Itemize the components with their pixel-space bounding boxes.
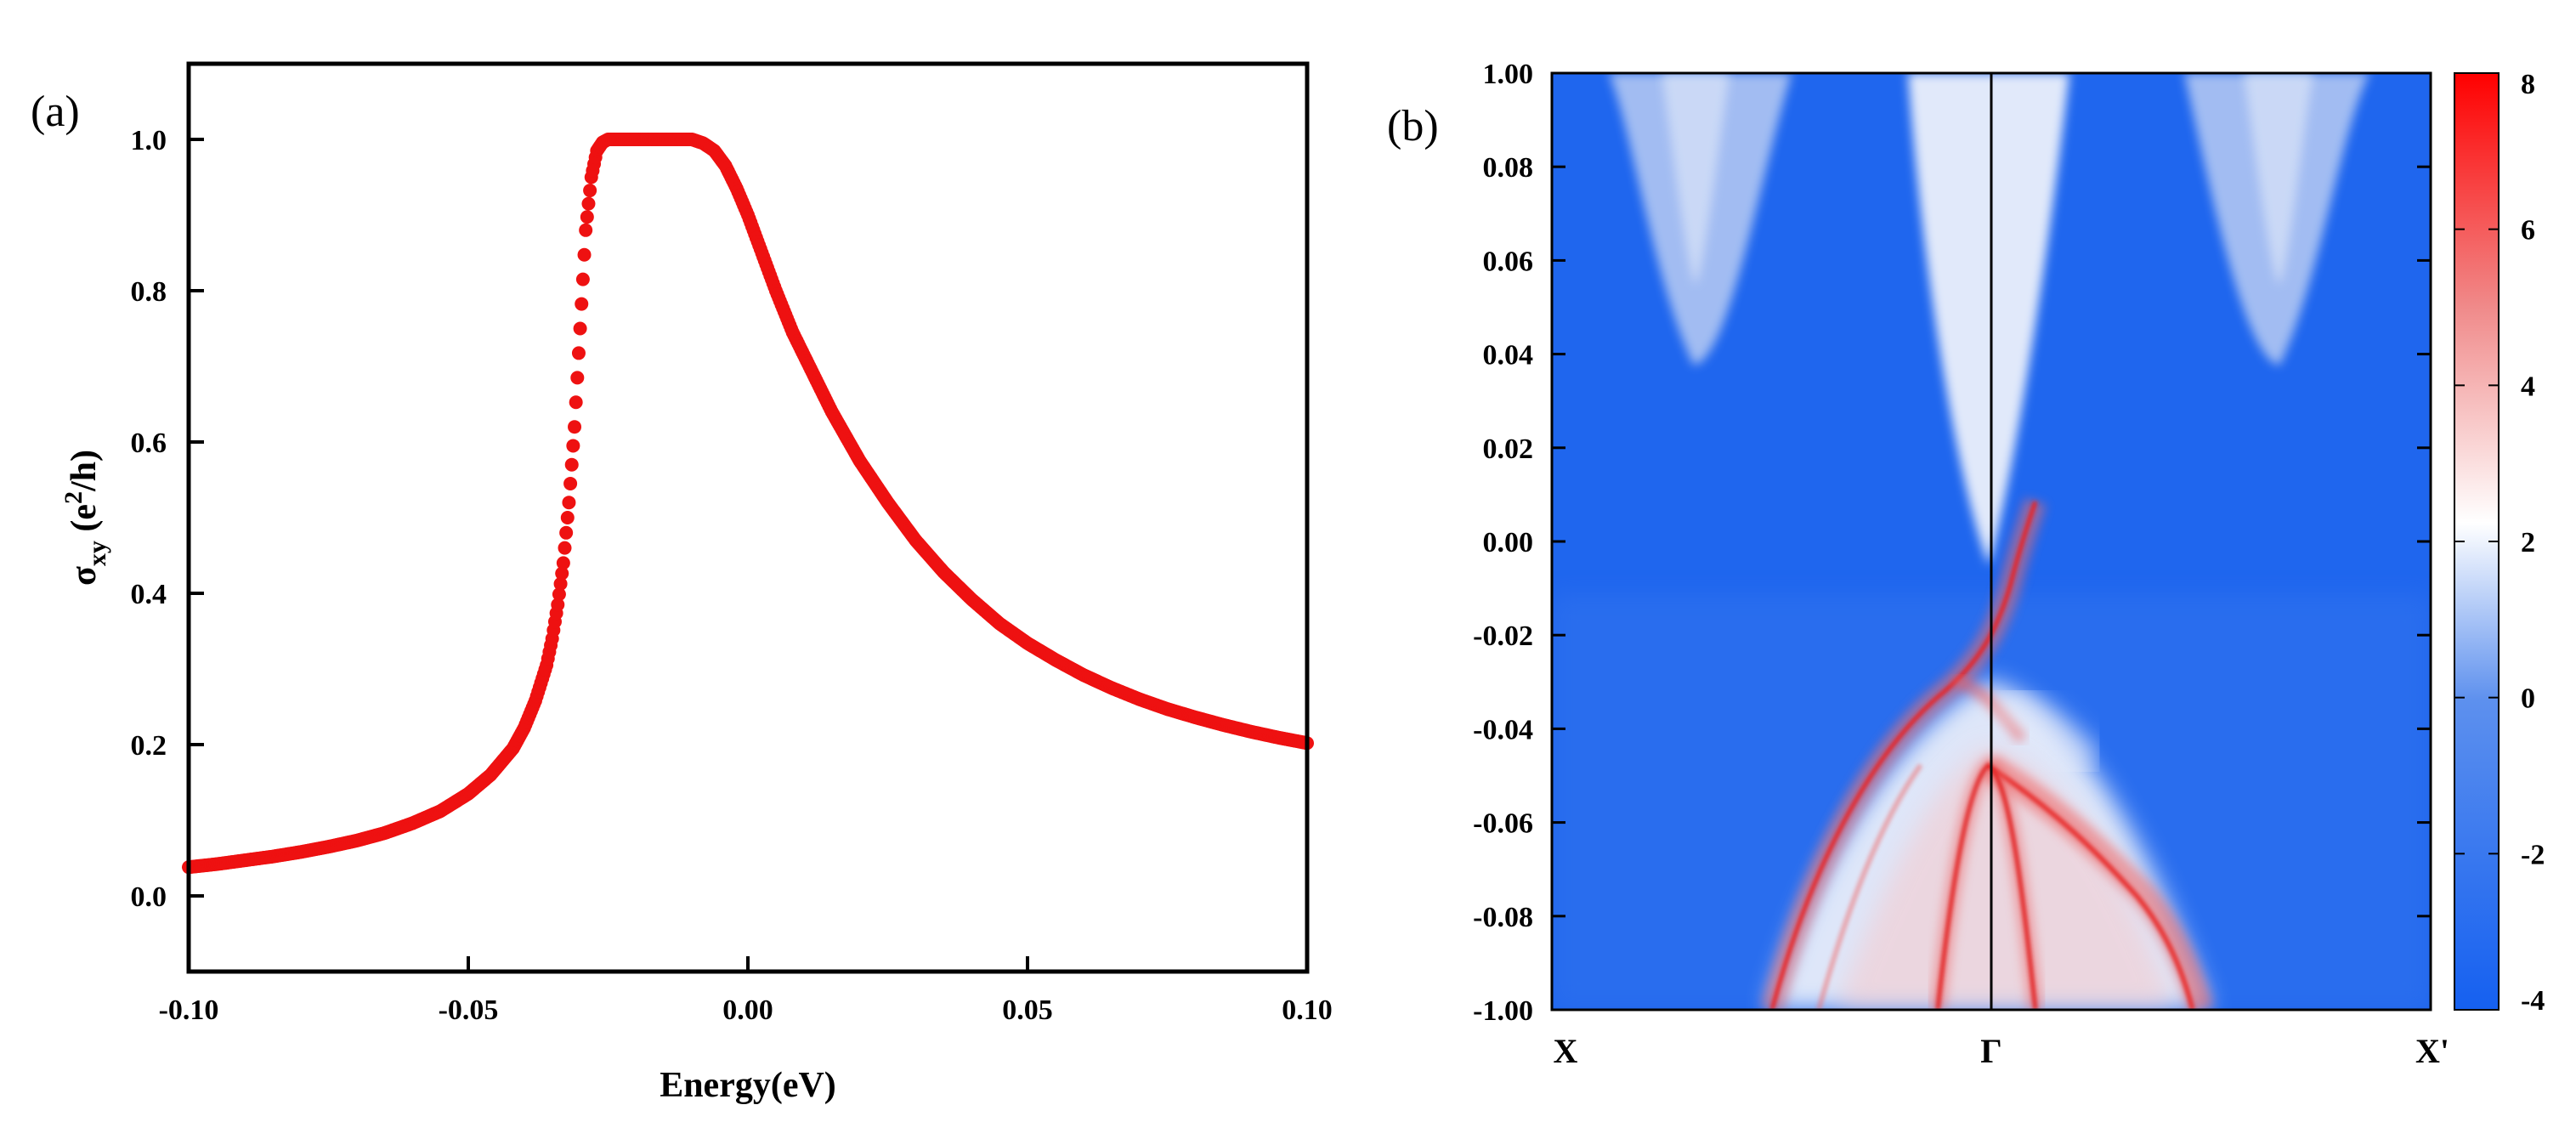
kpoint-gamma-label: Γ xyxy=(1980,1032,2001,1070)
edge-state-core xyxy=(1769,501,2038,1010)
y-tick-label: 0.04 xyxy=(1483,340,1534,371)
data-point xyxy=(558,541,572,555)
pocket-left-inner xyxy=(1662,73,1730,285)
data-point xyxy=(552,587,566,602)
data-point xyxy=(571,346,586,360)
y-tick-label: -0.08 xyxy=(1473,902,1533,933)
y-tick-label: -0.02 xyxy=(1473,620,1533,652)
data-point xyxy=(564,457,579,472)
data-point xyxy=(553,576,568,591)
panel-b-ticks: 1.00 0.08 0.06 0.04 0.02 0.00 -0.02 -0.04 -0.06 -… xyxy=(1473,59,2431,1027)
data-point xyxy=(555,566,569,581)
x-tick-label: 0.05 xyxy=(1002,994,1053,1026)
y-tick-label: 0.00 xyxy=(1483,527,1534,558)
y-tick-label: 0.0 xyxy=(131,881,167,913)
y-tick-label: 0.4 xyxy=(131,579,167,610)
panel-a: (a) -0.10 -0.05 0.00 0.05 0.10 0.0 0.2 0.4 0.6 0.… xyxy=(31,61,1333,1105)
ylabel-sigma: σ xyxy=(65,566,104,586)
x-tick-label: -0.10 xyxy=(159,994,219,1026)
panel-a-label: (a) xyxy=(31,88,80,136)
ylabel-paren: (e xyxy=(65,504,104,541)
colorbar-tick-label: 0 xyxy=(2521,683,2535,715)
data-point xyxy=(575,297,589,311)
panel-b-label: (b) xyxy=(1387,102,1439,150)
data-point xyxy=(562,496,576,510)
data-point xyxy=(575,272,590,286)
y-tick-label: -1.00 xyxy=(1473,995,1533,1027)
y-tick-label: -0.04 xyxy=(1473,714,1533,745)
band-right-core xyxy=(1991,767,2195,1010)
ylabel-unit: /h) xyxy=(65,450,104,492)
valence-pink xyxy=(1836,748,2176,1010)
panel-a-points xyxy=(182,133,1314,875)
y-tick-label: -0.06 xyxy=(1473,808,1533,840)
y-tick-label: 0.02 xyxy=(1483,434,1534,465)
panel-b: (b) xyxy=(1387,59,2545,1070)
ylabel-superscript: 2 xyxy=(59,491,88,504)
data-point xyxy=(566,439,580,453)
y-tick-label: 0.08 xyxy=(1483,152,1534,184)
kpoint-xprime-label: X' xyxy=(2415,1032,2449,1070)
colorbar-tick-label: 6 xyxy=(2521,215,2535,246)
colorbar-tick-label: -4 xyxy=(2521,985,2545,1017)
band-gamma-core xyxy=(1935,762,2038,1010)
panel-a-ticks: -0.10 -0.05 0.00 0.05 0.10 0.0 0.2 0.4 0.6 0.8 1.0 xyxy=(131,125,1333,1026)
colorbar-tick-label: 2 xyxy=(2521,527,2535,558)
y-tick-label: 1.0 xyxy=(131,125,167,156)
colorbar-tick-label: -2 xyxy=(2521,839,2545,870)
data-point xyxy=(551,598,565,612)
y-tick-label: 1.00 xyxy=(1483,59,1534,90)
band-cross xyxy=(1952,674,2028,744)
data-point xyxy=(569,395,583,410)
data-point xyxy=(583,184,597,198)
y-tick-label: 0.06 xyxy=(1483,246,1534,277)
colorbar-tick-label: 4 xyxy=(2521,371,2535,402)
light-patch xyxy=(1994,681,2103,778)
data-point xyxy=(573,321,587,336)
x-tick-label: 0.00 xyxy=(722,994,773,1026)
data-point xyxy=(568,420,582,434)
data-point xyxy=(556,556,570,570)
kpoint-x-label: X xyxy=(1554,1032,1578,1070)
colorbar-tick-label: 8 xyxy=(2521,69,2535,100)
y-tick-label: 0.8 xyxy=(131,276,167,308)
pocket-center xyxy=(1908,73,2069,565)
data-point xyxy=(559,525,574,540)
x-tick-label: -0.05 xyxy=(439,994,499,1026)
data-point xyxy=(563,476,578,490)
colorbar-ticks: 8 6 4 2 0 -2 -4 xyxy=(2454,69,2545,1017)
panel-a-ylabel: σxy (e2/h) xyxy=(59,450,111,586)
y-tick-label: 0.2 xyxy=(131,730,167,762)
data-point xyxy=(570,371,585,385)
y-tick-label: 0.6 xyxy=(131,428,167,459)
pocket-right-inner xyxy=(2244,73,2313,285)
data-point xyxy=(560,511,575,524)
x-tick-label: 0.10 xyxy=(1282,994,1333,1026)
band-inner-left xyxy=(1816,763,1923,1010)
data-point xyxy=(581,196,596,211)
data-point xyxy=(577,247,592,262)
ylabel-subscript: xy xyxy=(83,541,111,566)
data-point xyxy=(580,210,594,224)
data-point xyxy=(579,223,593,237)
panel-a-frame xyxy=(186,61,1310,974)
panel-a-xlabel: Energy(eV) xyxy=(660,1066,836,1105)
